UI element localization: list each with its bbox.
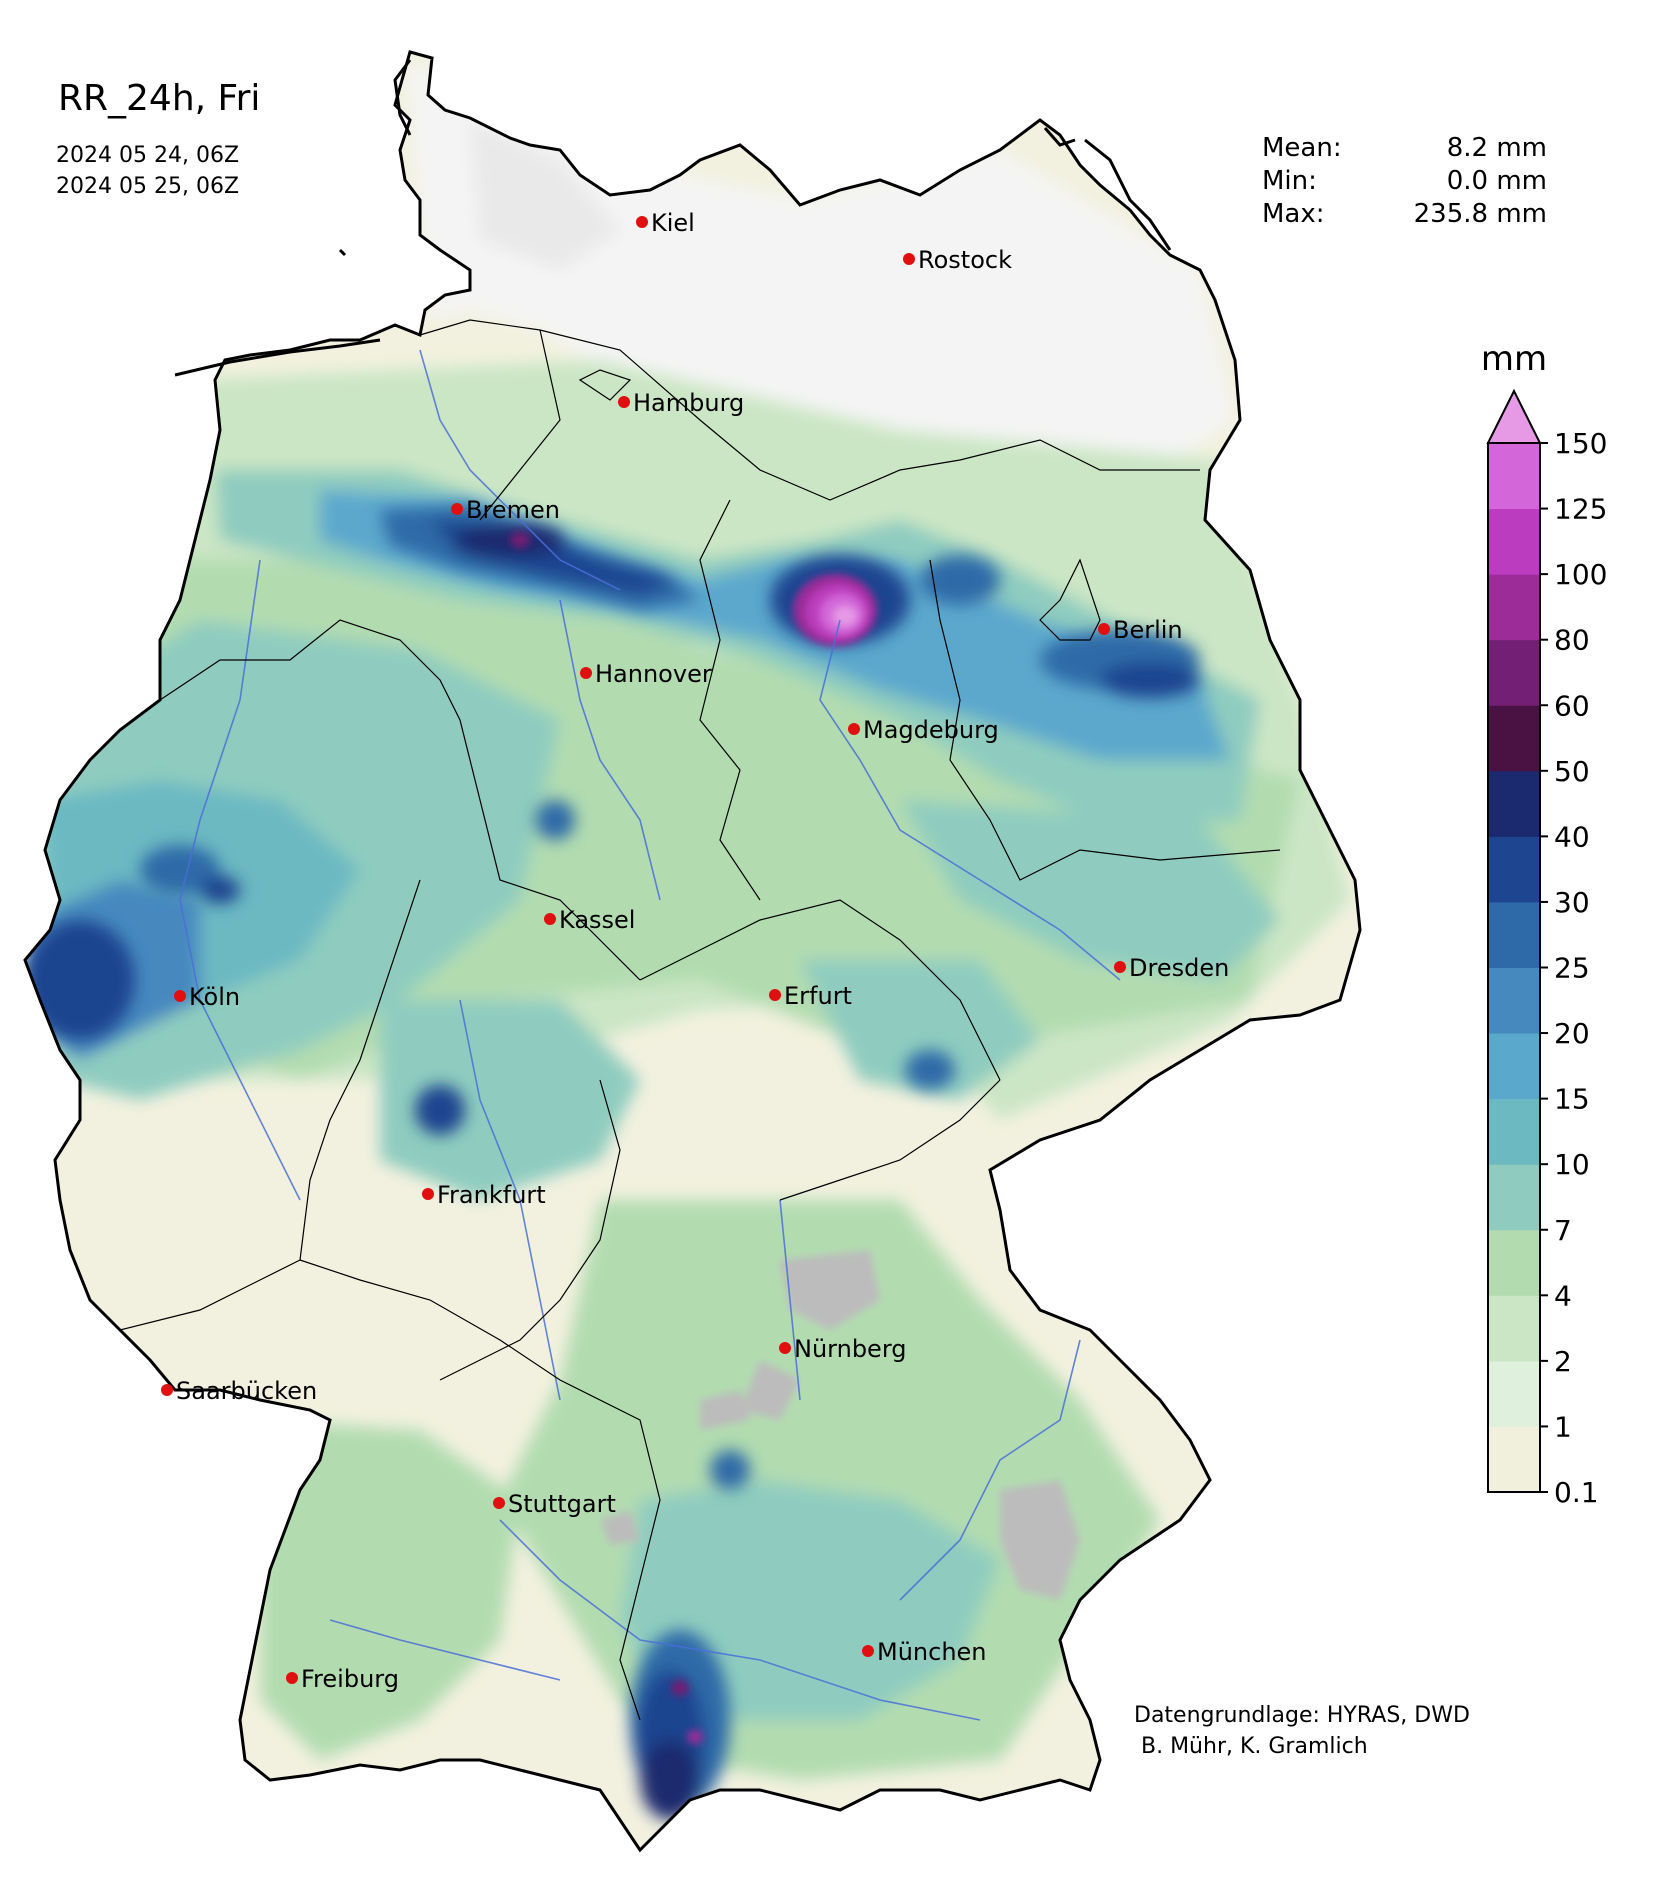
city-label-hannover: Hannover [595,660,712,688]
colorbar-tick-label-0: 0.1 [1554,1476,1599,1509]
end-time: 2024 05 25, 06Z [56,174,240,199]
city-label-erfurt: Erfurt [784,982,852,1010]
colorbar-tick-label-12: 60 [1554,689,1590,722]
city-dot-nürnberg [779,1342,791,1354]
city-dot-kiel [636,216,648,228]
city-label-hamburg: Hamburg [633,389,744,417]
coast-islands [174,59,1172,377]
city-label-kassel: Kassel [559,906,635,934]
city-label-rostock: Rostock [918,246,1012,274]
colorbar-tick-label-2: 2 [1554,1345,1572,1378]
colorbar-band-1 [1488,1360,1540,1427]
city-dot-saarbücken [161,1384,173,1396]
colorbar-tick-label-13: 80 [1554,624,1590,657]
colorbar-tick-label-14: 100 [1554,558,1607,591]
colorbar-unit: mm [1481,339,1547,379]
colorbar-tick-label-1: 1 [1554,1410,1572,1443]
city-dot-dresden [1114,961,1126,973]
city-dot-magdeburg [848,723,860,735]
colorbar-tick-label-6: 15 [1554,1083,1590,1116]
statistics-box: Mean: 8.2 mm Min: 0.0 mm Max: 235.8 mm [1262,132,1547,231]
colorbar-band-15 [1488,443,1540,510]
stat-mean: Mean: 8.2 mm [1262,132,1547,165]
city-label-münchen: München [877,1638,987,1666]
city-dot-frankfurt [422,1188,434,1200]
city-dot-stuttgart [493,1497,505,1509]
colorbar-extend-arrow [1486,388,1542,444]
city-label-nürnberg: Nürnberg [794,1335,907,1363]
city-dot-kassel [544,913,556,925]
city-label-saarbücken: Saarbücken [176,1377,317,1405]
stat-min: Min: 0.0 mm [1262,165,1547,198]
colorbar-band-13 [1488,574,1540,641]
city-markers: Kiel Rostock Hamburg Bremen Berlin Hannover Ma… [161,209,1229,1693]
colorbar-tick-label-8: 25 [1554,952,1590,985]
colorbar-band-11 [1488,705,1540,772]
city-label-frankfurt: Frankfurt [437,1181,546,1209]
colorbar-band-5 [1488,1098,1540,1165]
colorbar-band-0 [1488,1426,1540,1493]
city-dot-berlin [1098,623,1110,635]
stat-min-value: 0.0 mm [1446,166,1547,196]
colorbar-band-2 [1488,1295,1540,1362]
city-label-stuttgart: Stuttgart [508,1490,616,1518]
colorbar: 0.1 1 2 4 7 10 15 20 25 30 40 50 60 80 100 125 150 mm [1481,339,1608,1509]
city-dot-köln [174,990,186,1002]
colorbar-band-12 [1488,639,1540,706]
city-dot-hamburg [618,396,630,408]
city-dot-rostock [903,253,915,265]
city-dot-münchen [862,1645,874,1657]
start-time: 2024 05 24, 06Z [56,143,240,168]
colorbar-band-8 [1488,901,1540,968]
colorbar-band-3 [1488,1229,1540,1296]
city-label-köln: Köln [189,983,240,1011]
city-dot-freiburg [286,1672,298,1684]
colorbar-tick-label-4: 7 [1554,1214,1572,1247]
colorbar-band-6 [1488,1033,1540,1100]
city-dot-hannover [580,667,592,679]
stat-max: Max: 235.8 mm [1262,198,1547,231]
colorbar-tick-label-9: 30 [1554,886,1590,919]
city-label-bremen: Bremen [466,496,560,524]
stat-mean-value: 8.2 mm [1446,133,1547,163]
city-label-kiel: Kiel [651,209,695,237]
colorbar-band-4 [1488,1164,1540,1231]
data-credit: Datengrundlage: HYRAS, DWD B. Mühr, K. G… [1134,1703,1470,1759]
colorbar-band-10 [1488,770,1540,837]
city-label-dresden: Dresden [1129,954,1229,982]
colorbar-band-9 [1488,836,1540,903]
city-dot-bremen [451,503,463,515]
city-label-berlin: Berlin [1113,616,1183,644]
stat-mean-label: Mean: [1262,133,1342,163]
colorbar-tick-label-5: 10 [1554,1148,1590,1181]
city-dot-erfurt [769,989,781,1001]
state-borders [119,319,1281,1721]
stat-min-label: Min: [1262,166,1317,196]
colorbar-band-14 [1488,508,1540,575]
colorbar-tick-label-16: 150 [1554,427,1607,460]
rivers [179,349,1121,1721]
colorbar-tick-label-3: 4 [1554,1279,1572,1312]
city-label-magdeburg: Magdeburg [863,716,999,744]
colorbar-tick-label-10: 40 [1554,820,1590,853]
colorbar-tick-label-15: 125 [1554,493,1607,526]
city-label-freiburg: Freiburg [301,1665,399,1693]
colorbar-tick-label-11: 50 [1554,755,1590,788]
colorbar-band-7 [1488,967,1540,1034]
colorbar-tick-label-7: 20 [1554,1017,1590,1050]
stat-max-label: Max: [1262,199,1325,229]
stat-max-value: 235.8 mm [1413,199,1547,229]
time-range: 2024 05 24, 06Z 2024 05 25, 06Z [56,140,239,202]
map-title: RR_24h, Fri [58,78,261,119]
